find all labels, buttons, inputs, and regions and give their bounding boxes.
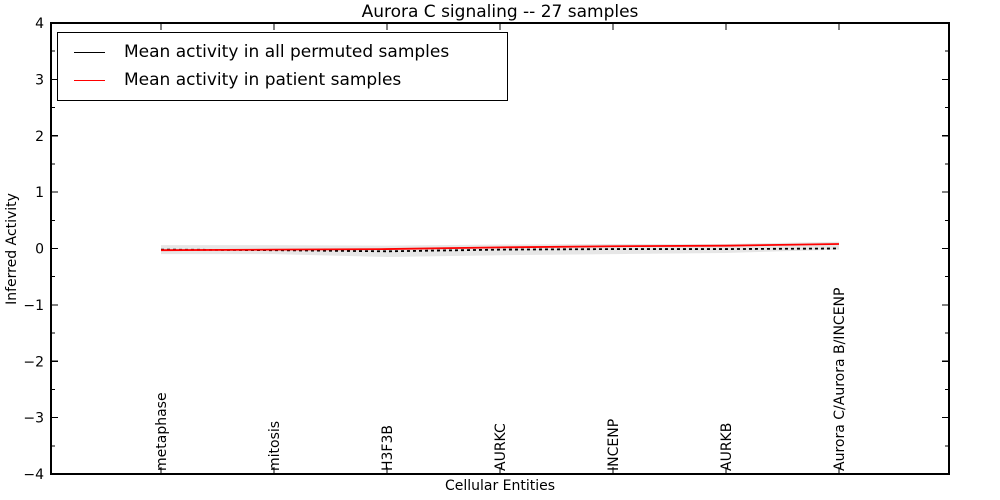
y-axis-label: Inferred Activity	[4, 193, 20, 305]
y-tick-label: −3	[23, 411, 44, 427]
x-tick-label: metaphase	[154, 392, 170, 471]
x-tick-label: INCENP	[606, 419, 622, 471]
legend-label-patient: Mean activity in patient samples	[124, 70, 402, 90]
y-tick-label: −4	[23, 467, 44, 483]
y-tick-label: 4	[35, 16, 44, 32]
y-tick-label: −1	[23, 298, 44, 314]
x-axis-label: Cellular Entities	[444, 478, 556, 494]
series-line-0	[160, 247, 840, 253]
chart-title: Aurora C signaling -- 27 samples	[361, 2, 639, 22]
legend-label-permuted: Mean activity in all permuted samples	[124, 42, 450, 62]
x-tick-label: H3F3B	[380, 425, 396, 471]
y-tick-label: 3	[35, 72, 44, 88]
x-tick-label: AURKB	[719, 423, 735, 471]
permuted-line-sample-icon	[74, 51, 105, 53]
y-tick-label: 0	[35, 242, 44, 258]
patient-line-sample-icon	[74, 79, 105, 81]
y-tick-label: −2	[23, 354, 44, 370]
x-tick-label: mitosis	[267, 421, 283, 471]
y-tick-label: 1	[35, 185, 44, 201]
x-tick-label: Aurora C/Aurora B/INCENP	[832, 288, 848, 471]
y-tick-label: 2	[35, 129, 44, 145]
legend-entry-patient: Mean activity in patient samples	[68, 66, 497, 94]
x-tick-label: AURKC	[493, 423, 509, 471]
legend-entry-permuted: Mean activity in all permuted samples	[68, 38, 497, 66]
series-line-1	[160, 243, 840, 252]
legend: Mean activity in all permuted samples Me…	[57, 32, 508, 101]
